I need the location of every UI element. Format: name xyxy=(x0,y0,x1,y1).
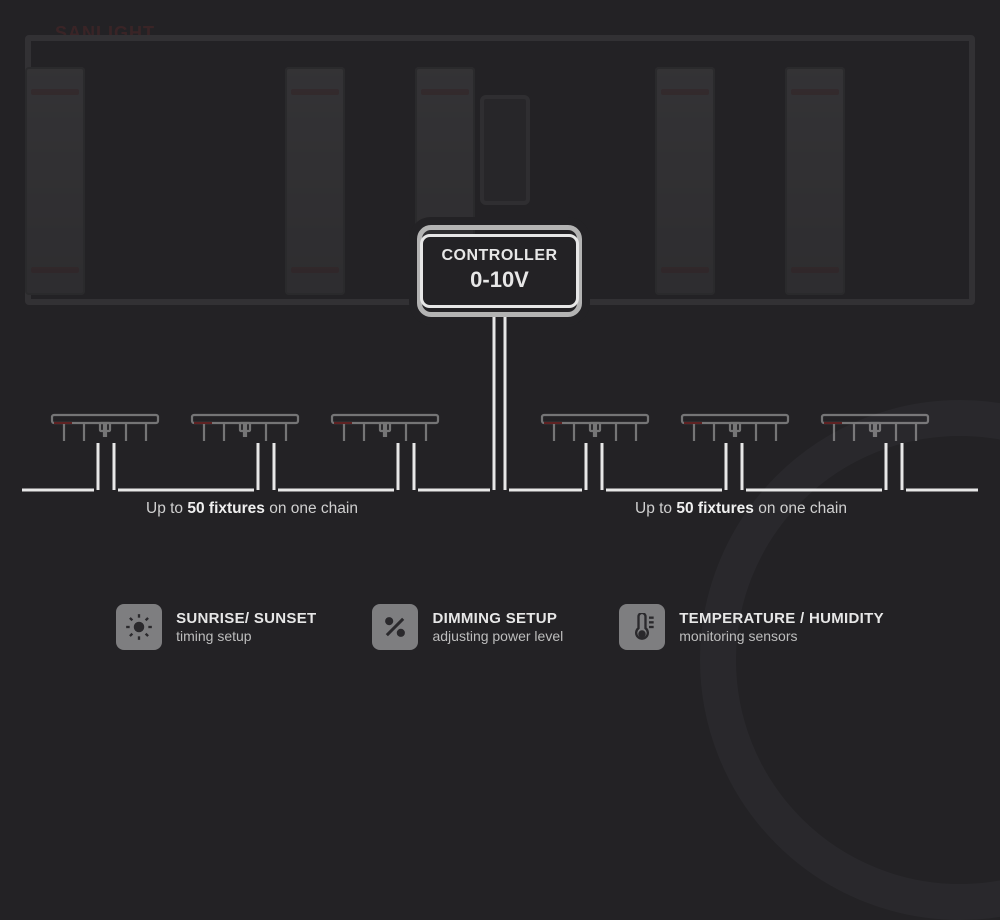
left-chain-caption: Up to 50 fixtures on one chain xyxy=(146,500,358,518)
mini-fixture xyxy=(50,413,160,443)
feature-subtitle: timing setup xyxy=(176,628,316,644)
feature-subtitle: adjusting power level xyxy=(432,628,563,644)
feature-title: SUNRISE/ SUNSET xyxy=(176,610,316,627)
mini-fixture xyxy=(190,413,300,443)
feature-row: SUNRISE/ SUNSET timing setup DIMMING SET… xyxy=(0,604,1000,650)
feature-subtitle: monitoring sensors xyxy=(679,628,884,644)
feature-title: DIMMING SETUP xyxy=(432,610,563,627)
feature-sun: SUNRISE/ SUNSET timing setup xyxy=(116,604,316,650)
controller-box: CONTROLLER 0-10V xyxy=(417,225,582,317)
mini-fixture xyxy=(680,413,790,443)
controller-label: CONTROLLER xyxy=(441,247,557,265)
feature-thermo: TEMPERATURE / HUMIDITY monitoring sensor… xyxy=(619,604,884,650)
mini-fixture xyxy=(330,413,440,443)
brand-text: SANLIGHT xyxy=(55,23,155,44)
percent-icon xyxy=(372,604,418,650)
mini-fixture xyxy=(820,413,930,443)
mini-fixture xyxy=(540,413,650,443)
right-chain-caption: Up to 50 fixtures on one chain xyxy=(635,500,847,518)
sun-icon xyxy=(116,604,162,650)
wiring-diagram xyxy=(0,0,1000,700)
background-ring xyxy=(700,400,1000,920)
feature-percent: DIMMING SETUP adjusting power level xyxy=(372,604,563,650)
controller-voltage: 0-10V xyxy=(441,267,557,293)
thermo-icon xyxy=(619,604,665,650)
feature-title: TEMPERATURE / HUMIDITY xyxy=(679,610,884,627)
